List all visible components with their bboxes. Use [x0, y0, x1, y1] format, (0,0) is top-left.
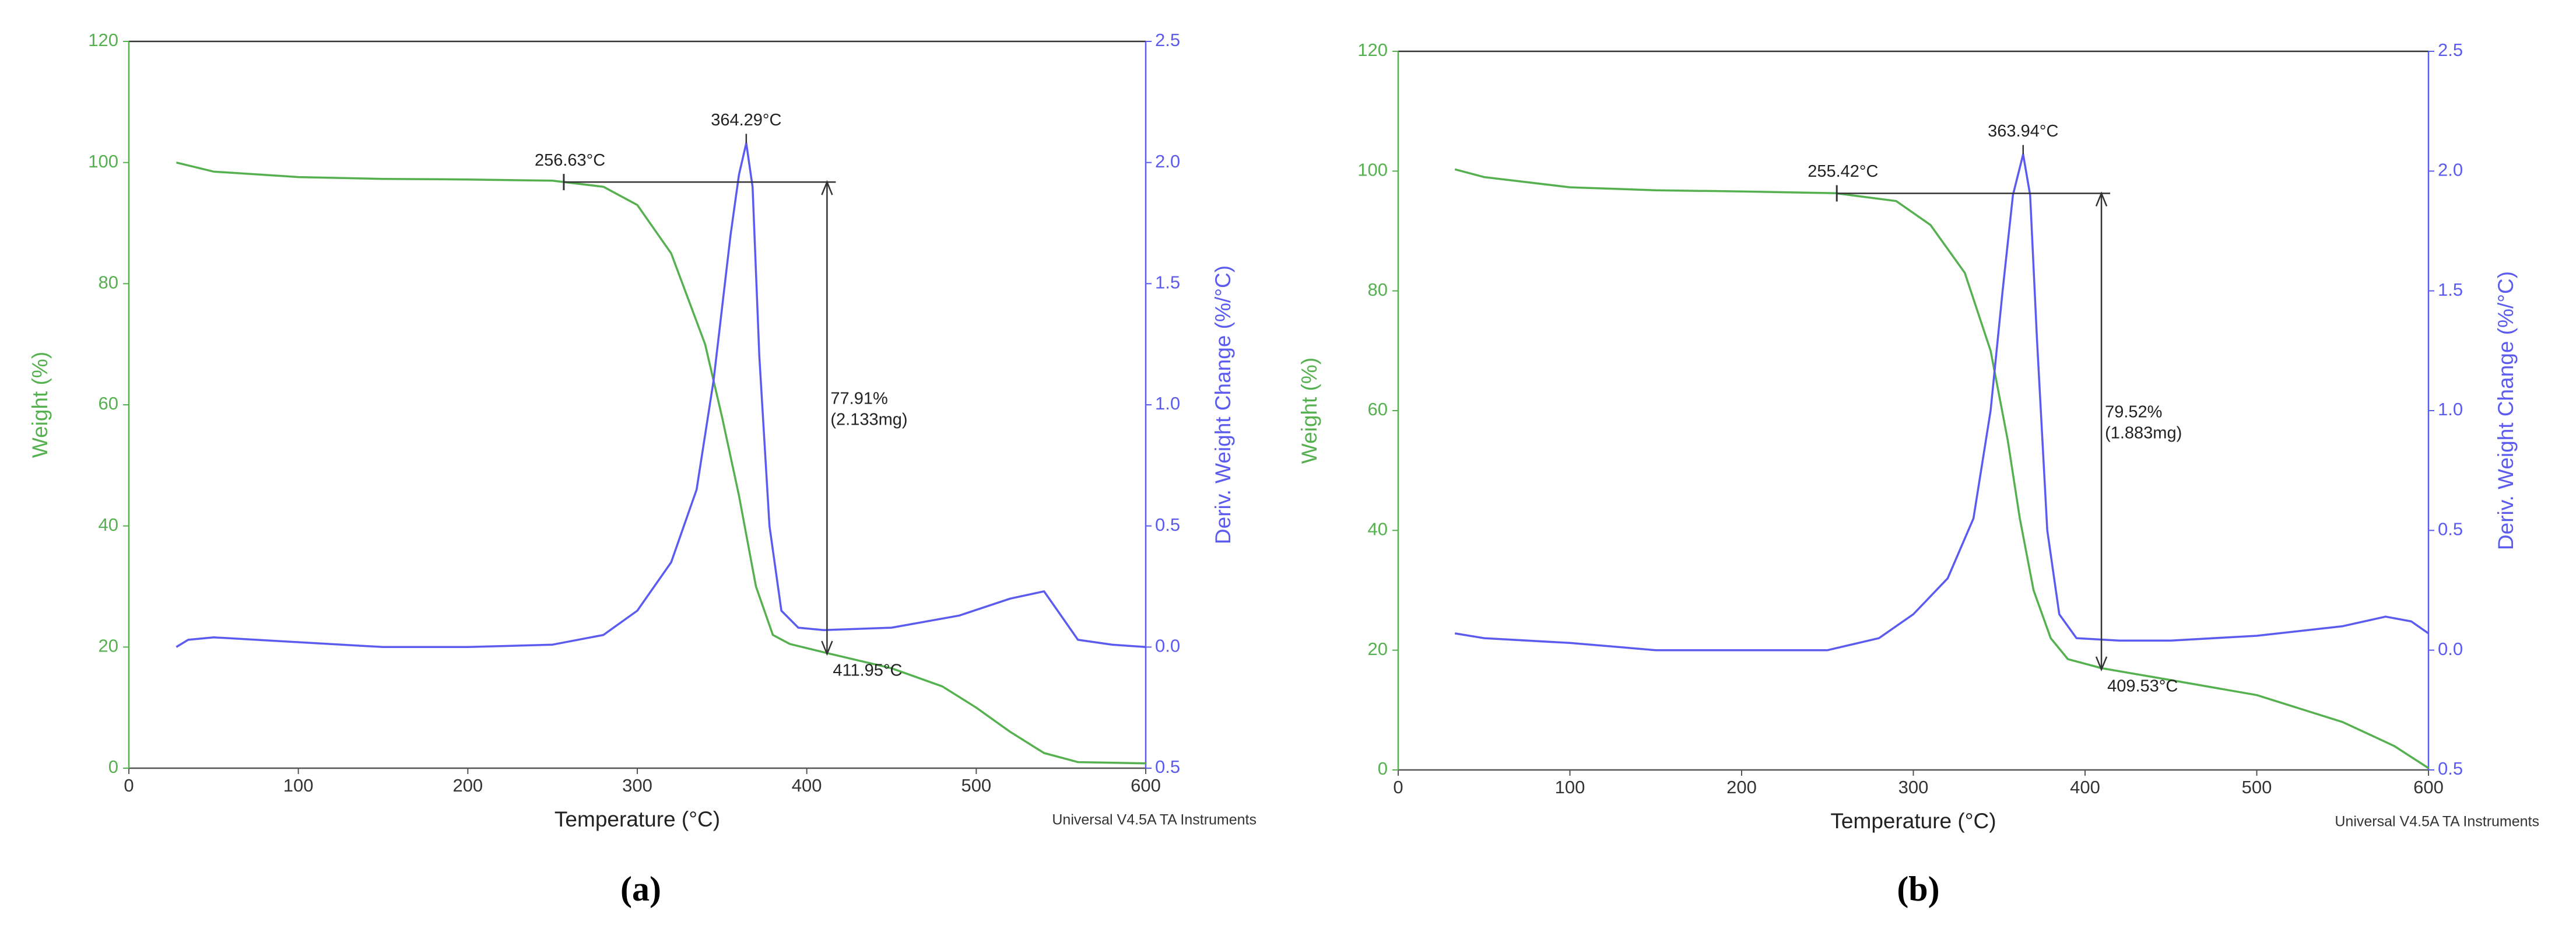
y2-axis-label: Deriv. Weight Change (%/°C) [2494, 271, 2518, 550]
y2-tick-label: 1.5 [1155, 272, 1180, 293]
y-tick-label: 40 [99, 514, 118, 535]
y2-tick-label: 0.5 [2438, 519, 2463, 540]
loss-label: 77.91% [830, 389, 887, 408]
y-tick-label: 80 [1368, 279, 1388, 300]
x-tick-label: 200 [452, 775, 483, 796]
x-tick-label: 300 [622, 775, 652, 796]
x-tick-label: 600 [2413, 777, 2444, 797]
y2-tick-label: 0.5 [1155, 514, 1180, 535]
mass-label: (1.883mg) [2105, 423, 2182, 442]
y2-tick-label: 0.0 [1155, 636, 1180, 656]
x-tick-label: 200 [1726, 777, 1757, 797]
y2-tick-label: 2.0 [2438, 160, 2463, 180]
onset-label: 256.63°C [535, 151, 605, 170]
x-tick-label: 500 [961, 775, 991, 796]
mass-label: (2.133mg) [830, 410, 907, 429]
end-label: 411.95°C [833, 661, 902, 680]
y2-tick-label: 1.5 [2438, 279, 2463, 300]
onset-label: 255.42°C [1808, 162, 1878, 181]
x-tick-label: 300 [1898, 777, 1929, 797]
x-tick-label: 400 [792, 775, 822, 796]
y-tick-label: 120 [88, 30, 118, 50]
x-tick-label: 100 [1555, 777, 1585, 797]
y2-axis-label: Deriv. Weight Change (%/°C) [1211, 265, 1235, 544]
data-line [1454, 168, 2429, 769]
footer: Universal V4.5A TA Instruments [2335, 814, 2539, 830]
y-tick-label: 40 [1368, 519, 1388, 540]
y-tick-label: 80 [99, 272, 118, 293]
y-tick-label: 20 [1368, 639, 1388, 659]
y-tick-label: 60 [1368, 399, 1388, 419]
x-tick-label: 0 [124, 775, 134, 796]
footer: Universal V4.5A TA Instruments [1052, 812, 1257, 828]
x-tick-label: 400 [2070, 777, 2100, 797]
y2-tick-label: 0.0 [2438, 639, 2463, 659]
y2-tick-label: 1.0 [1155, 393, 1180, 414]
peak-label: 363.94°C [1988, 122, 2058, 141]
y-tick-label: 20 [99, 636, 118, 656]
y2-tick-label: 1.0 [2438, 399, 2463, 419]
y-tick-label: 60 [99, 393, 118, 414]
y-axis-label: Weight (%) [1297, 358, 1321, 464]
y2-tick-label: 0.5 [1155, 757, 1180, 777]
caption: (b) [1897, 870, 1939, 908]
arrow-head [821, 180, 833, 656]
y-tick-label: 100 [88, 151, 118, 171]
y2-tick-label: 2.5 [2438, 40, 2463, 60]
y-tick-label: 120 [1357, 40, 1388, 60]
y-tick-label: 100 [1357, 160, 1388, 180]
x-axis-label: Temperature (°C) [1830, 809, 1996, 833]
data-line [1454, 153, 2430, 652]
y-axis-label: Weight (%) [28, 352, 52, 458]
x-tick-label: 0 [1393, 777, 1403, 797]
x-tick-label: 600 [1131, 775, 1161, 796]
x-axis-label: Temperature (°C) [554, 807, 720, 831]
y-tick-label: 0 [108, 757, 118, 777]
data-line [176, 142, 1146, 649]
data-line [176, 161, 1146, 765]
arrow-head [2095, 191, 2108, 672]
y2-tick-label: 2.5 [1155, 30, 1180, 50]
y2-tick-label: 2.0 [1155, 151, 1180, 171]
loss-label: 79.52% [2105, 402, 2162, 421]
x-tick-label: 500 [2242, 777, 2272, 797]
y2-tick-label: 0.5 [2438, 758, 2463, 779]
caption: (a) [620, 870, 661, 908]
x-tick-label: 100 [283, 775, 314, 796]
end-label: 409.53°C [2107, 677, 2178, 696]
y-tick-label: 0 [1378, 758, 1388, 779]
peak-label: 364.29°C [711, 111, 781, 129]
